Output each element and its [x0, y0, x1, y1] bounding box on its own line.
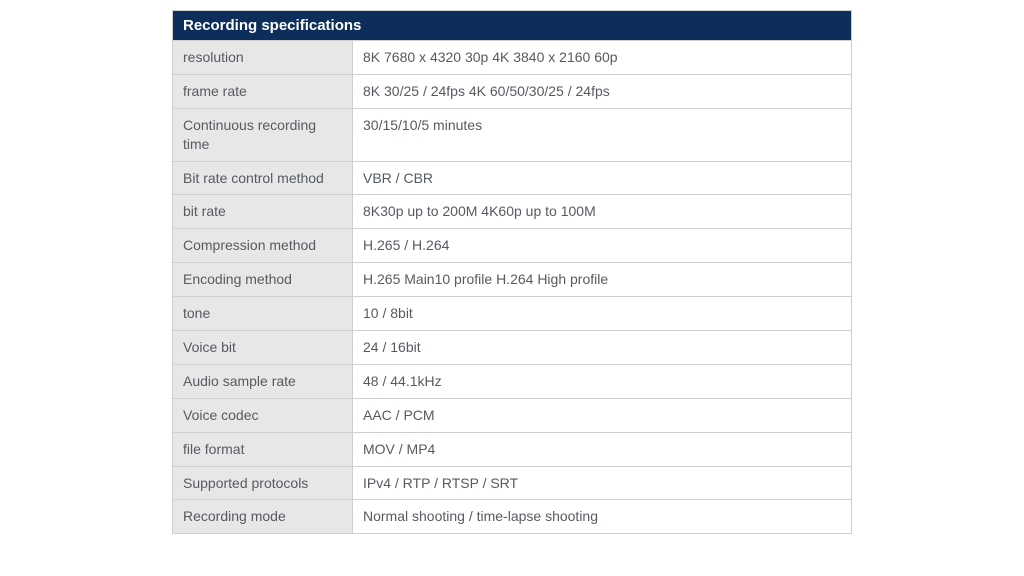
spec-value: 8K 7680 x 4320 30p 4K 3840 x 2160 60p	[353, 41, 852, 75]
spec-label: Continuous recording time	[173, 108, 353, 161]
spec-label: Voice bit	[173, 331, 353, 365]
table-row: resolution8K 7680 x 4320 30p 4K 3840 x 2…	[173, 41, 852, 75]
spec-label: Encoding method	[173, 263, 353, 297]
spec-label: bit rate	[173, 195, 353, 229]
spec-label: Bit rate control method	[173, 161, 353, 195]
spec-value: H.265 / H.264	[353, 229, 852, 263]
table-row: tone10 / 8bit	[173, 297, 852, 331]
spec-value: 8K30p up to 200M 4K60p up to 100M	[353, 195, 852, 229]
table-row: Encoding methodH.265 Main10 profile H.26…	[173, 263, 852, 297]
spec-value: Normal shooting / time-lapse shooting	[353, 500, 852, 534]
spec-label: file format	[173, 432, 353, 466]
table-row: Bit rate control methodVBR / CBR	[173, 161, 852, 195]
spec-label: Voice codec	[173, 398, 353, 432]
spec-label: Supported protocols	[173, 466, 353, 500]
spec-value: IPv4 / RTP / RTSP / SRT	[353, 466, 852, 500]
spec-value: MOV / MP4	[353, 432, 852, 466]
table-row: bit rate8K30p up to 200M 4K60p up to 100…	[173, 195, 852, 229]
spec-label: frame rate	[173, 74, 353, 108]
table-title: Recording specifications	[173, 11, 852, 41]
table-body: resolution8K 7680 x 4320 30p 4K 3840 x 2…	[173, 41, 852, 534]
spec-label: resolution	[173, 41, 353, 75]
spec-value: AAC / PCM	[353, 398, 852, 432]
spec-value: 30/15/10/5 minutes	[353, 108, 852, 161]
table-row: frame rate8K 30/25 / 24fps 4K 60/50/30/2…	[173, 74, 852, 108]
table-row: Voice codecAAC / PCM	[173, 398, 852, 432]
spec-value: 8K 30/25 / 24fps 4K 60/50/30/25 / 24fps	[353, 74, 852, 108]
spec-value: 24 / 16bit	[353, 331, 852, 365]
spec-value: 48 / 44.1kHz	[353, 364, 852, 398]
spec-label: tone	[173, 297, 353, 331]
spec-label: Compression method	[173, 229, 353, 263]
table-row: Compression methodH.265 / H.264	[173, 229, 852, 263]
table-row: Recording modeNormal shooting / time-lap…	[173, 500, 852, 534]
spec-value: H.265 Main10 profile H.264 High profile	[353, 263, 852, 297]
table-row: file formatMOV / MP4	[173, 432, 852, 466]
spec-value: 10 / 8bit	[353, 297, 852, 331]
table-row: Supported protocolsIPv4 / RTP / RTSP / S…	[173, 466, 852, 500]
table-row: Audio sample rate48 / 44.1kHz	[173, 364, 852, 398]
table-row: Voice bit24 / 16bit	[173, 331, 852, 365]
spec-label: Audio sample rate	[173, 364, 353, 398]
spec-value: VBR / CBR	[353, 161, 852, 195]
spec-label: Recording mode	[173, 500, 353, 534]
table-row: Continuous recording time30/15/10/5 minu…	[173, 108, 852, 161]
recording-specifications-table: Recording specifications resolution8K 76…	[172, 10, 852, 534]
